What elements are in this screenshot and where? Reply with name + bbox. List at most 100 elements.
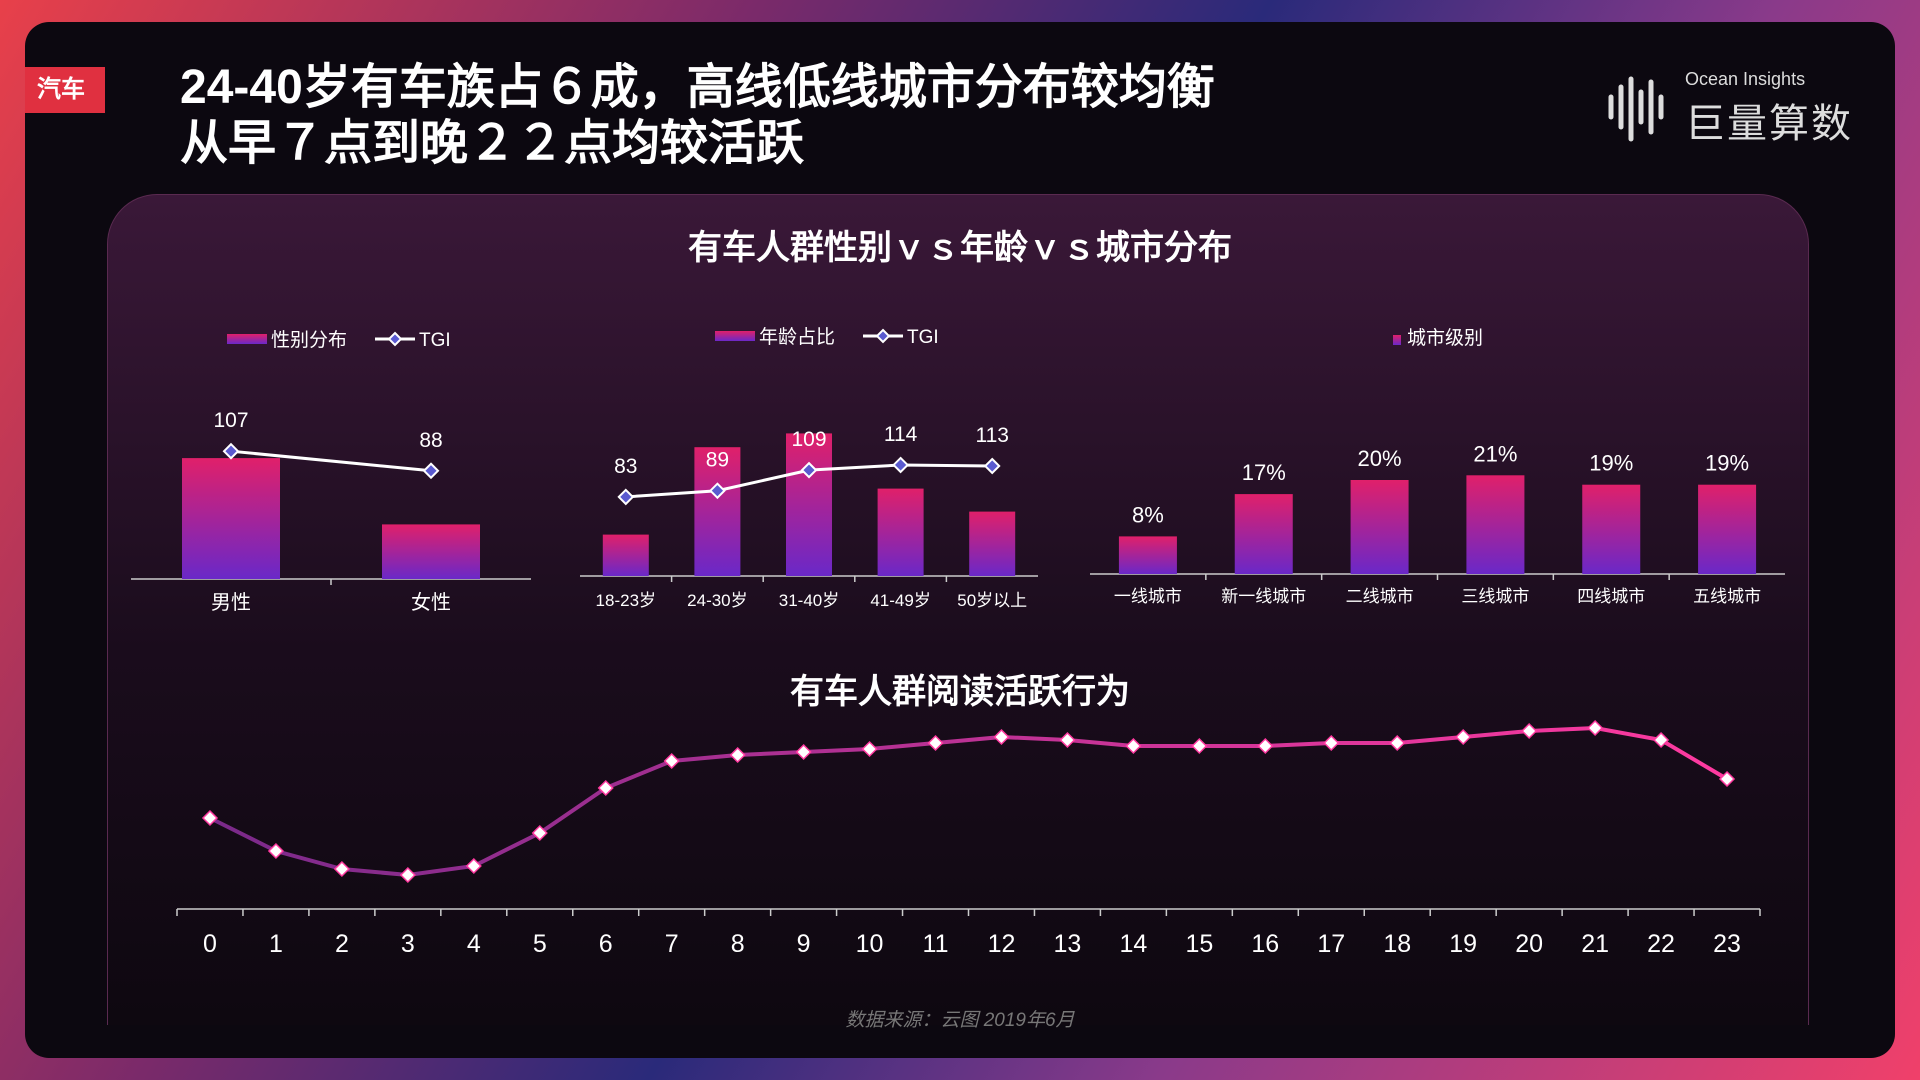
activity-tick-label: 1 — [269, 930, 283, 958]
activity-marker — [333, 860, 350, 878]
activity-marker — [465, 857, 482, 875]
activity-tick-label: 19 — [1449, 930, 1477, 958]
activity-tick-label: 16 — [1251, 930, 1279, 958]
activity-marker — [861, 740, 878, 758]
age-bar — [694, 447, 741, 576]
gender-tick-label: 男性 — [211, 591, 251, 614]
activity-tick-label: 4 — [467, 930, 481, 958]
logo-en: Ocean Insights — [1685, 69, 1806, 89]
activity-tick-label: 5 — [533, 930, 547, 958]
section1-title: 有车人群性别ｖｓ年龄ｖｓ城市分布 — [688, 229, 1232, 267]
gender-legend-label: TGI — [419, 330, 451, 351]
age-bar — [602, 534, 649, 576]
charts-canvas: 性别分布 TGI 男性 女性 107 88 年龄占比 TGI 18-23岁 24-30岁 31-40… — [131, 326, 1785, 958]
gender-legend-swatch — [227, 334, 267, 344]
logo-bars-icon — [1608, 76, 1664, 142]
activity-tick-label: 21 — [1581, 930, 1609, 958]
activity-tick-label: 8 — [731, 930, 745, 958]
age-tick-label: 31-40岁 — [779, 591, 839, 610]
activity-marker — [729, 746, 746, 764]
city-tick-label: 一线城市 — [1114, 587, 1182, 606]
age-bar — [969, 511, 1016, 576]
age-bar — [786, 433, 832, 576]
activity-marker — [1257, 737, 1274, 755]
city-data-label: 19% — [1589, 451, 1633, 476]
gender-tgi-label: 88 — [419, 429, 442, 452]
age-tgi-label: 113 — [975, 424, 1008, 447]
age-legend-swatch — [715, 331, 755, 341]
age-tgi-marker — [708, 482, 726, 500]
activity-tick-label: 13 — [1054, 930, 1082, 958]
logo: Ocean Insights 巨量算数 — [1605, 67, 1875, 147]
age-tgi-label: 83 — [614, 455, 637, 478]
city-data-label: 17% — [1242, 460, 1286, 485]
gender-tgi-line — [230, 449, 432, 473]
age-tgi-label: 109 — [791, 428, 826, 451]
age-legend-label: 年龄占比 — [759, 326, 835, 348]
city-bar — [1118, 536, 1177, 574]
age-tgi-label: 114 — [884, 423, 918, 446]
activity-marker — [267, 842, 284, 860]
age-tgi-label: 89 — [706, 449, 729, 472]
city-bar — [1698, 484, 1757, 574]
activity-tick-label: 11 — [923, 930, 949, 958]
age-legend-marker — [875, 328, 891, 344]
activity-tick-label: 14 — [1119, 930, 1147, 958]
city-data-label: 8% — [1132, 502, 1164, 527]
activity-tick-label: 23 — [1713, 930, 1741, 958]
activity-tick-label: 6 — [599, 930, 613, 958]
gender-legend-label: 性别分布 — [271, 329, 347, 351]
gender-bar — [382, 524, 480, 579]
age-tick-label: 18-23岁 — [596, 591, 656, 610]
activity-tick-label: 18 — [1383, 930, 1411, 958]
activity-marker — [1323, 734, 1340, 752]
age-tgi-marker — [800, 461, 818, 479]
headline: 24-40岁有车族占６成，高线低线城市分布较均衡 从早７点到晚２２点均较活跃 — [180, 60, 1215, 172]
activity-line — [209, 725, 1729, 878]
headline-line-1: 24-40岁有车族占６成，高线低线城市分布较均衡 — [180, 61, 1215, 114]
city-tick-label: 二线城市 — [1346, 587, 1414, 606]
source-note: 数据来源：云图 2019年6月 — [845, 1010, 1075, 1031]
content-panel — [107, 194, 1809, 1025]
city-data-label: 19% — [1705, 451, 1749, 476]
activity-tick-label: 9 — [797, 930, 811, 958]
logo-cn: 巨量算数 — [1685, 102, 1853, 146]
gender-tick-label: 女性 — [411, 591, 451, 614]
city-bar — [1582, 484, 1641, 574]
activity-marker — [531, 824, 548, 842]
activity-marker — [1587, 719, 1604, 737]
city-bar — [1234, 494, 1293, 574]
category-tag: 汽车 — [25, 67, 105, 113]
activity-marker — [597, 779, 614, 797]
headline-line-2: 从早７点到晚２２点均较活跃 — [180, 117, 805, 170]
gender-bar — [182, 458, 280, 579]
gender-tgi-label: 107 — [213, 409, 248, 432]
activity-tick-label: 10 — [856, 930, 884, 958]
activity-tick-label: 3 — [401, 930, 415, 958]
activity-tick-label: 12 — [988, 930, 1016, 958]
activity-marker — [1718, 770, 1736, 788]
activity-marker — [1125, 737, 1142, 755]
gender-legend-marker — [387, 331, 403, 347]
activity-marker — [1059, 731, 1076, 749]
age-tgi-marker — [983, 457, 1001, 475]
city-tick-label: 四线城市 — [1577, 587, 1645, 606]
age-tick-label: 24-30岁 — [687, 591, 747, 610]
activity-marker — [663, 752, 680, 770]
age-tick-label: 50岁以上 — [957, 591, 1027, 610]
city-bar — [1350, 480, 1409, 574]
age-legend-label: TGI — [907, 327, 939, 348]
activity-marker — [1455, 728, 1472, 746]
gender-tgi-marker — [422, 462, 440, 480]
activity-marker — [993, 728, 1010, 746]
activity-tick-label: 0 — [203, 930, 217, 958]
city-data-label: 20% — [1358, 446, 1402, 471]
activity-marker — [399, 866, 416, 884]
age-tick-label: 41-49岁 — [870, 591, 930, 610]
gender-tgi-marker — [222, 442, 240, 460]
age-tgi-marker — [892, 456, 910, 474]
activity-marker — [201, 809, 219, 827]
activity-marker — [795, 743, 812, 761]
city-bar — [1466, 475, 1525, 574]
city-tick-label: 五线城市 — [1693, 587, 1761, 606]
